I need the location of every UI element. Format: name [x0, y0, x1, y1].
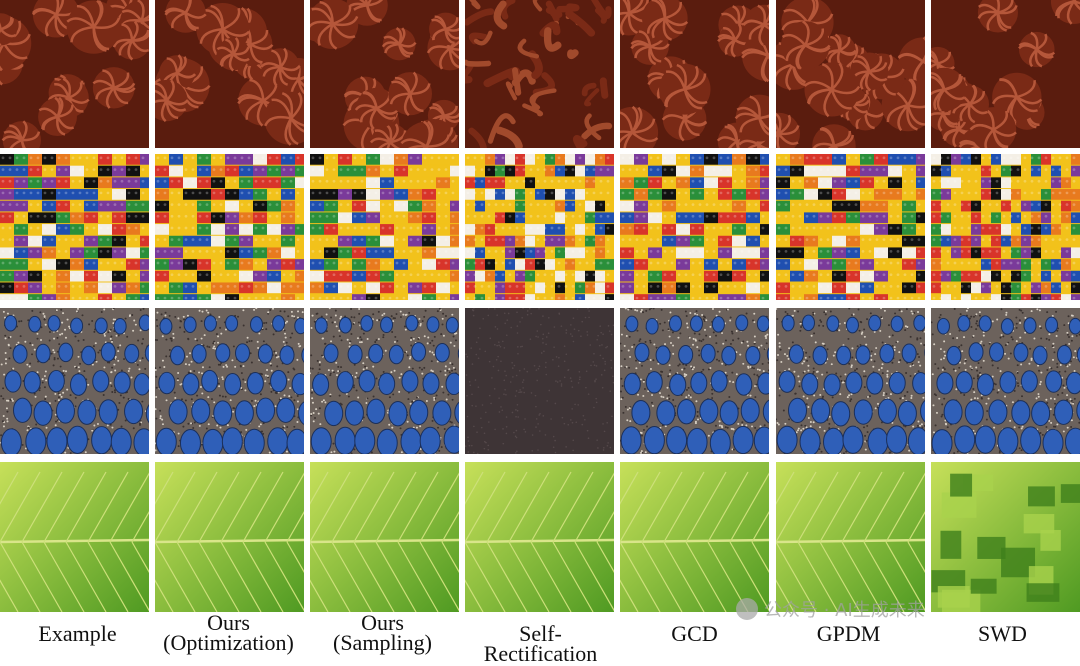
texture-tile-lego-bricks-example	[0, 154, 149, 300]
texture-tile-green-leaf-gcd	[620, 462, 769, 612]
texture-tile-peacock-feathers-swd	[931, 308, 1080, 454]
texture-tile-peacock-feathers-ours-samp	[310, 308, 459, 454]
texture-tile-chocolate-frosting-swd	[931, 0, 1080, 148]
texture-tile-green-leaf-gpdm	[776, 462, 925, 612]
texture-tile-chocolate-frosting-self-rect	[465, 0, 614, 148]
texture-tile-green-leaf-self-rect	[465, 462, 614, 612]
texture-tile-green-leaf-ours-opt	[155, 462, 304, 612]
texture-tile-green-leaf-example	[0, 462, 149, 612]
texture-tile-green-leaf-ours-samp	[310, 462, 459, 612]
texture-tile-lego-bricks-self-rect	[465, 154, 614, 300]
texture-tile-lego-bricks-ours-opt	[155, 154, 304, 300]
figure-grid	[0, 0, 1080, 612]
texture-tile-chocolate-frosting-example	[0, 0, 149, 148]
texture-tile-lego-bricks-gcd	[620, 154, 769, 300]
texture-tile-lego-bricks-gpdm	[776, 154, 925, 300]
texture-tile-peacock-feathers-gcd	[620, 308, 769, 454]
label-gpdm: GPDM	[816, 621, 881, 646]
texture-tile-chocolate-frosting-gpdm	[776, 0, 925, 148]
label-example: Example	[38, 621, 117, 646]
texture-tile-lego-bricks-ours-samp	[310, 154, 459, 300]
texture-tile-peacock-feathers-gpdm	[776, 308, 925, 454]
wechat-icon	[736, 598, 758, 620]
texture-tile-peacock-feathers-ours-opt	[155, 308, 304, 454]
texture-tile-chocolate-frosting-ours-opt	[155, 0, 304, 148]
label-ours-optimization: Ours (Optimization)	[163, 610, 294, 655]
texture-tile-lego-bricks-swd	[931, 154, 1080, 300]
texture-tile-peacock-feathers-self-rect	[465, 308, 614, 454]
watermark: 公众号 · AI生成未来	[736, 596, 925, 622]
label-swd: SWD	[978, 621, 1027, 646]
texture-tile-chocolate-frosting-gcd	[620, 0, 769, 148]
label-ours-sampling: Ours (Sampling)	[333, 610, 432, 655]
label-gcd: GCD	[671, 621, 718, 646]
column-labels: Example Ours (Optimization) Ours (Sampling…	[0, 610, 1080, 665]
texture-tile-green-leaf-swd	[931, 462, 1080, 612]
texture-tile-chocolate-frosting-ours-samp	[310, 0, 459, 148]
label-self-rectification: Self-Rectification	[483, 621, 598, 666]
texture-tile-peacock-feathers-example	[0, 308, 149, 454]
